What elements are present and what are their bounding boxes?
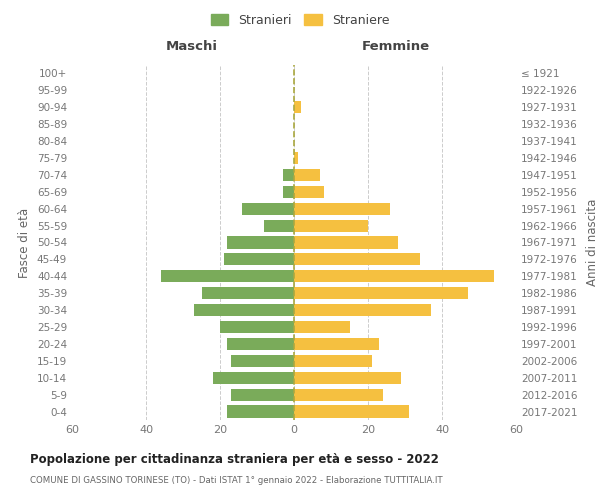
Bar (242, 202, 294, 215)
Bar (294, 406, 409, 417)
Bar (294, 220, 368, 232)
Bar (294, 338, 379, 350)
Bar (283, 186, 294, 198)
Bar (294, 186, 323, 198)
Bar (224, 254, 294, 266)
Bar (220, 321, 294, 333)
Legend: Stranieri, Straniere: Stranieri, Straniere (206, 8, 394, 32)
Bar (294, 236, 398, 248)
Text: Maschi: Maschi (166, 40, 218, 52)
Bar (231, 354, 294, 367)
Bar (294, 388, 383, 400)
Text: Popolazione per cittadinanza straniera per età e sesso - 2022: Popolazione per cittadinanza straniera p… (30, 452, 439, 466)
Bar (294, 354, 372, 367)
Bar (265, 220, 294, 232)
Bar (294, 152, 298, 164)
Bar (294, 372, 401, 384)
Text: Femmine: Femmine (362, 40, 430, 52)
Bar (294, 169, 320, 181)
Text: COMUNE DI GASSINO TORINESE (TO) - Dati ISTAT 1° gennaio 2022 - Elaborazione TUTT: COMUNE DI GASSINO TORINESE (TO) - Dati I… (30, 476, 443, 485)
Bar (212, 372, 294, 384)
Bar (294, 202, 390, 215)
Bar (294, 321, 349, 333)
Bar (294, 304, 431, 316)
Bar (283, 169, 294, 181)
Bar (202, 287, 294, 300)
Bar (227, 236, 294, 248)
Y-axis label: Anni di nascita: Anni di nascita (586, 199, 599, 286)
Bar (294, 254, 420, 266)
Bar (294, 287, 468, 300)
Bar (227, 338, 294, 350)
Bar (227, 406, 294, 417)
Bar (231, 388, 294, 400)
Bar (161, 270, 294, 282)
Y-axis label: Fasce di età: Fasce di età (19, 208, 31, 278)
Bar (294, 270, 494, 282)
Bar (294, 101, 301, 114)
Bar (194, 304, 294, 316)
